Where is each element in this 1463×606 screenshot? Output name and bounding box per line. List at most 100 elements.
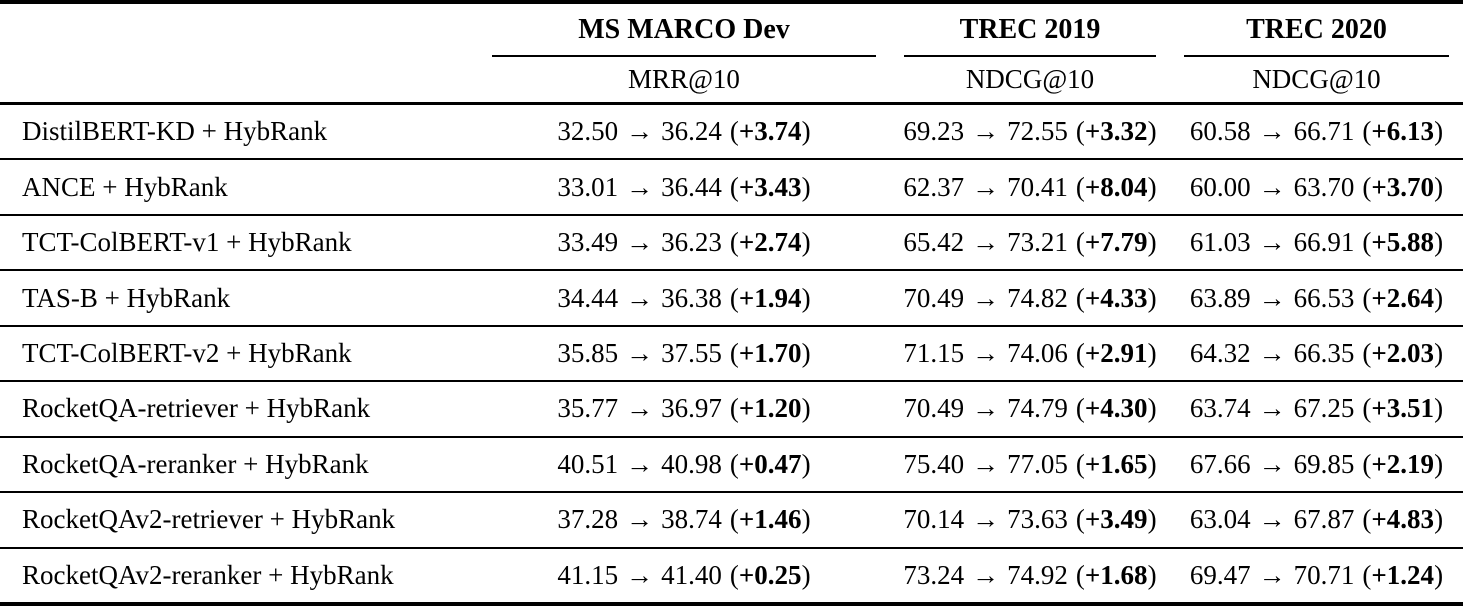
- header-metric-trec2020: NDCG@10: [1252, 64, 1381, 94]
- score-before: 63.04: [1189, 504, 1251, 535]
- cmidrule: [1184, 55, 1449, 57]
- close-paren: ): [1147, 504, 1157, 535]
- close-paren: ): [1434, 448, 1444, 479]
- score-before: 34.44: [557, 282, 619, 313]
- score-after: 70.41: [1007, 171, 1068, 202]
- close-paren: ): [1434, 559, 1444, 590]
- close-paren: ): [801, 504, 811, 535]
- score-after: 63.70: [1293, 171, 1355, 202]
- open-paren: (: [1362, 227, 1372, 258]
- score-after: 36.24: [661, 116, 722, 147]
- trec2020-score-cell: 63.89 → 66.53 (+2.64): [1170, 283, 1463, 314]
- arrow-right-icon: →: [626, 116, 654, 147]
- table-row: RocketQA-retriever + HybRank 35.77 → 36.97…: [0, 380, 1463, 435]
- delta-value: +2.19: [1371, 448, 1435, 479]
- delta-value: +4.83: [1371, 504, 1435, 535]
- score-after: 38.74: [661, 504, 722, 535]
- header-group-label: TREC 2019: [959, 14, 1101, 45]
- msmarco-score-cell: 33.49 → 36.23 (+2.74): [478, 227, 890, 258]
- arrow-right-icon: →: [1258, 337, 1286, 368]
- table-header-rule: [0, 102, 1463, 105]
- open-paren: (: [729, 393, 739, 424]
- score-before: 35.85: [557, 337, 619, 368]
- trec2020-score-cell: 69.47 → 70.71 (+1.24): [1170, 560, 1463, 591]
- score-before: 63.74: [1189, 393, 1251, 424]
- score-after: 36.97: [661, 393, 722, 424]
- model-name: ANCE + HybRank: [22, 171, 228, 202]
- score-after: 69.85: [1293, 448, 1355, 479]
- score-before: 75.40: [903, 448, 965, 479]
- table-row: RocketQAv2-reranker + HybRank 41.15 → 41.4…: [0, 546, 1463, 602]
- delta-value: +6.13: [1371, 116, 1435, 147]
- score-before: 70.14: [903, 504, 965, 535]
- score-after: 72.55: [1007, 116, 1068, 147]
- delta-value: +1.20: [738, 393, 802, 424]
- delta-value: +3.74: [738, 116, 802, 147]
- score-after: 41.40: [661, 559, 722, 590]
- trec2019-score-cell: 73.24 → 74.92 (+1.68): [890, 560, 1170, 591]
- close-paren: ): [1147, 448, 1157, 479]
- score-after: 66.91: [1293, 227, 1355, 258]
- score-after: 66.53: [1293, 282, 1355, 313]
- arrow-right-icon: →: [626, 227, 654, 258]
- arrow-right-icon: →: [1258, 559, 1286, 590]
- score-before: 41.15: [557, 559, 619, 590]
- open-paren: (: [1075, 337, 1085, 368]
- arrow-right-icon: →: [626, 171, 654, 202]
- delta-value: +1.24: [1371, 559, 1435, 590]
- arrow-right-icon: →: [972, 116, 1000, 147]
- header-group-msmarco: MS MARCO Dev: [478, 4, 890, 57]
- open-paren: (: [1362, 448, 1372, 479]
- delta-value: +5.88: [1371, 227, 1435, 258]
- close-paren: ): [1147, 337, 1157, 368]
- open-paren: (: [1362, 282, 1372, 313]
- close-paren: ): [1147, 227, 1157, 258]
- arrow-right-icon: →: [972, 171, 1000, 202]
- close-paren: ): [801, 116, 811, 147]
- score-before: 40.51: [557, 448, 619, 479]
- open-paren: (: [1075, 559, 1085, 590]
- delta-value: +8.04: [1084, 171, 1148, 202]
- close-paren: ): [801, 559, 811, 590]
- trec2020-score-cell: 64.32 → 66.35 (+2.03): [1170, 338, 1463, 369]
- close-paren: ): [801, 393, 811, 424]
- arrow-right-icon: →: [626, 337, 654, 368]
- score-before: 67.66: [1189, 448, 1251, 479]
- score-before: 71.15: [903, 337, 965, 368]
- msmarco-score-cell: 32.50 → 36.24 (+3.74): [478, 116, 890, 147]
- score-after: 40.98: [661, 448, 722, 479]
- arrow-right-icon: →: [972, 448, 1000, 479]
- arrow-right-icon: →: [1258, 227, 1286, 258]
- close-paren: ): [1434, 393, 1444, 424]
- score-after: 67.87: [1293, 504, 1355, 535]
- score-before: 33.49: [557, 227, 619, 258]
- close-paren: ): [1434, 504, 1444, 535]
- open-paren: (: [1362, 504, 1372, 535]
- table-top-rule: [0, 0, 1463, 4]
- trec2020-score-cell: 63.74 → 67.25 (+3.51): [1170, 393, 1463, 424]
- open-paren: (: [1075, 116, 1085, 147]
- open-paren: (: [1362, 171, 1372, 202]
- arrow-right-icon: →: [626, 559, 654, 590]
- close-paren: ): [1147, 116, 1157, 147]
- trec2019-score-cell: 62.37 → 70.41 (+8.04): [890, 172, 1170, 203]
- delta-value: +3.32: [1084, 116, 1148, 147]
- score-after: 66.71: [1293, 116, 1355, 147]
- open-paren: (: [1075, 171, 1085, 202]
- arrow-right-icon: →: [972, 282, 1000, 313]
- close-paren: ): [1434, 116, 1444, 147]
- delta-value: +2.91: [1084, 337, 1148, 368]
- open-paren: (: [1362, 559, 1372, 590]
- model-name: DistilBERT-KD + HybRank: [22, 116, 328, 147]
- open-paren: (: [729, 116, 739, 147]
- header-spacer-cell: [0, 4, 478, 57]
- arrow-right-icon: →: [1258, 116, 1286, 147]
- arrow-right-icon: →: [1258, 393, 1286, 424]
- trec2019-score-cell: 70.14 → 73.63 (+3.49): [890, 504, 1170, 535]
- arrow-right-icon: →: [972, 337, 1000, 368]
- delta-value: +4.30: [1084, 393, 1148, 424]
- score-after: 66.35: [1293, 337, 1355, 368]
- open-paren: (: [729, 504, 739, 535]
- close-paren: ): [1434, 337, 1444, 368]
